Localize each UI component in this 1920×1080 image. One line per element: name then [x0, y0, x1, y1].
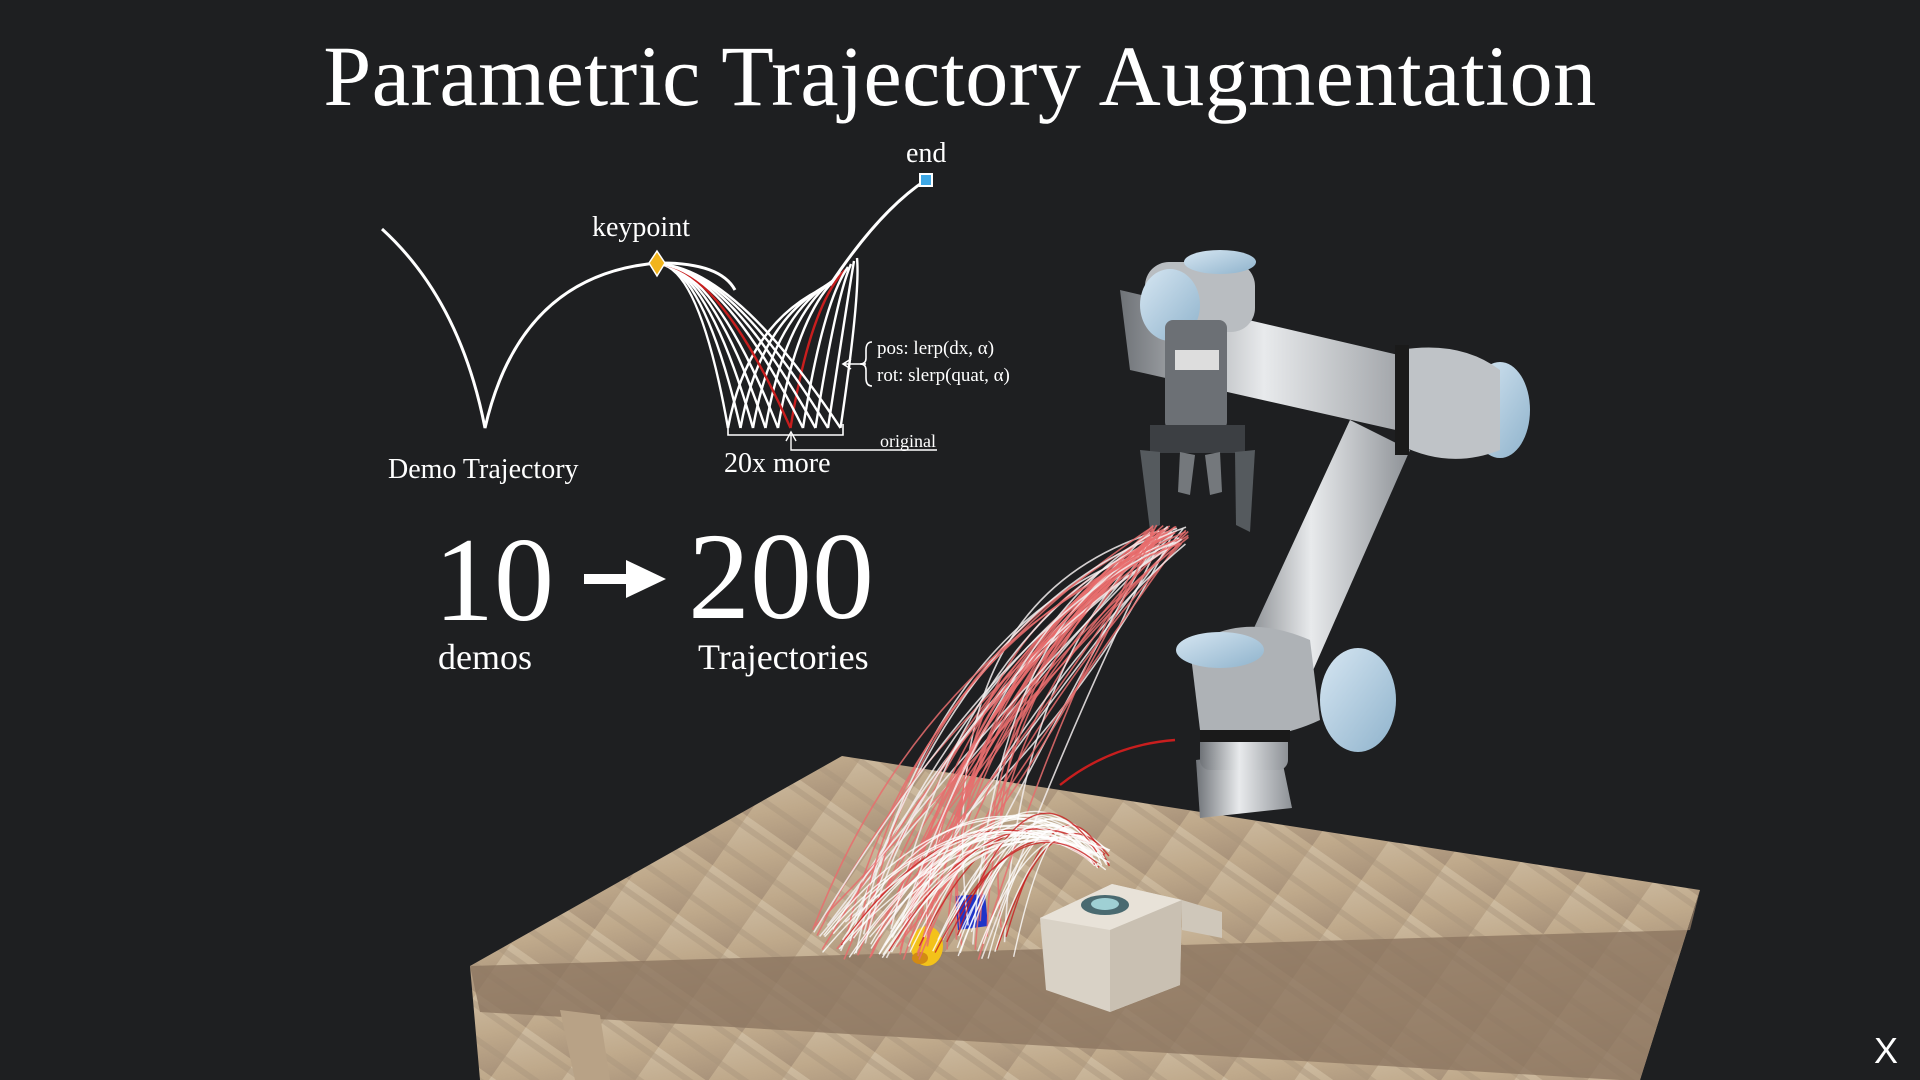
- scene-trajectory: [841, 815, 1094, 941]
- scene-trajectory: [1059, 738, 1176, 786]
- scene-trajectory: [813, 542, 1174, 933]
- robot-scene: [470, 250, 1700, 1080]
- scene-trajectory: [838, 836, 1110, 950]
- fan-down-curve: [659, 262, 842, 429]
- end-curve: [828, 178, 927, 286]
- demos-label: demos: [438, 637, 532, 677]
- scene-trajectory: [882, 840, 1091, 956]
- scene-trajectory: [844, 534, 1174, 923]
- scene-trajectory: [899, 542, 1181, 955]
- scene-trajectory: [977, 524, 1158, 961]
- keypoint-marker: [648, 249, 666, 278]
- trajectories-count: 200: [688, 508, 874, 645]
- fan-up-curve: [826, 260, 856, 429]
- scene-trajectory: [980, 539, 1162, 960]
- scene-trajectory: [934, 841, 1098, 953]
- scene-trajectory: [878, 836, 1107, 955]
- scene-trajectory: [848, 832, 1101, 958]
- scene-trajectory: [977, 836, 1104, 952]
- trajectories-label: Trajectories: [698, 637, 869, 677]
- scene-trajectory: [870, 814, 1103, 945]
- end-label: end: [906, 138, 947, 169]
- fan-up-curve: [751, 277, 837, 429]
- slide-title: Parametric Trajectory Augmentation: [323, 28, 1597, 124]
- scene-trajectory: [826, 532, 1175, 927]
- end-marker: [919, 173, 933, 187]
- pos-formula: pos: lerp(dx, α): [877, 338, 995, 359]
- demo-trajectory-curve: [380, 227, 737, 429]
- fan-down-curve: [659, 262, 817, 429]
- rot-formula: rot: slerp(quat, α): [877, 365, 1010, 386]
- keypoint-label: keypoint: [592, 212, 690, 243]
- demos-to-trajectories-arrow: [584, 560, 666, 598]
- fan-up-curve: [789, 269, 846, 429]
- close-button[interactable]: X: [1873, 1030, 1898, 1071]
- target-box: [1040, 884, 1222, 1012]
- fan-up-curve: [801, 266, 849, 429]
- scene-trajectory: [832, 831, 1096, 935]
- demos-count: 10: [434, 513, 554, 646]
- fan-bracket: [727, 424, 844, 436]
- demo-trajectory-label: Demo Trajectory: [388, 454, 579, 485]
- original-label: original: [880, 431, 936, 451]
- formula-brace: [859, 341, 873, 387]
- scene-trajectory: [811, 538, 1178, 931]
- fan-up-curve: [764, 274, 840, 429]
- scene-trajectory: [956, 812, 1098, 936]
- scene-trajectory: [895, 530, 1155, 948]
- scene-trajectories: [811, 524, 1189, 961]
- shoulder-cap: [1320, 648, 1396, 752]
- scene-trajectory: [853, 834, 1099, 955]
- original-pointer: [790, 435, 937, 451]
- fan-up-curve: [839, 257, 859, 429]
- augmented-trajectories: [659, 178, 927, 429]
- scene-trajectory: [891, 817, 1099, 938]
- gripper: [1140, 425, 1255, 532]
- scene-trajectory: [900, 534, 1151, 921]
- more-label: 20x more: [724, 448, 831, 479]
- scene-trajectory: [994, 833, 1105, 952]
